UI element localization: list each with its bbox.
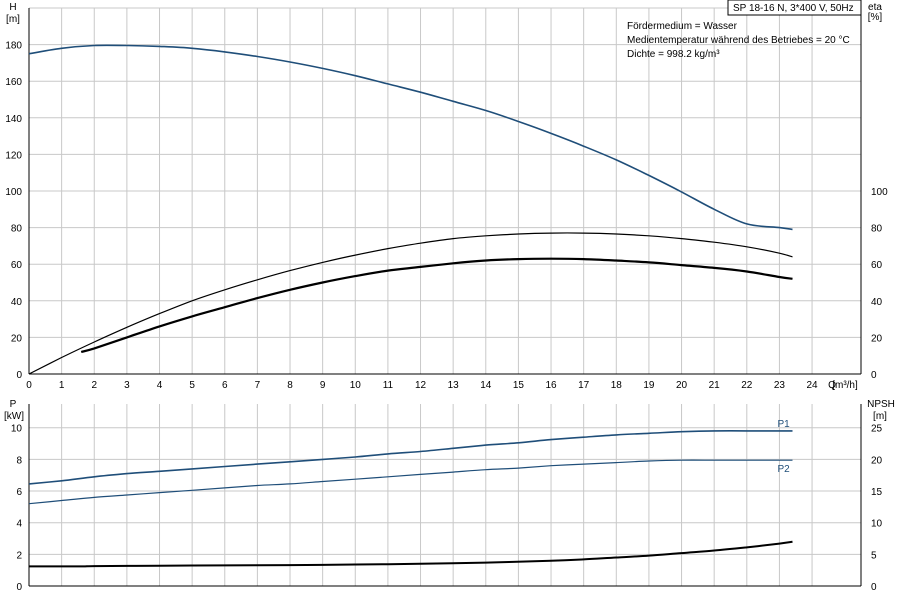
x-tick-label: 23: [774, 380, 786, 391]
x-tick-label: 22: [741, 380, 753, 391]
x-tick-label: 19: [643, 380, 655, 391]
x-tick-label: 10: [350, 380, 362, 391]
x-tick-label: 5: [189, 380, 195, 391]
x-tick-label: 12: [415, 380, 427, 391]
y-axis-unit-head: [m]: [6, 14, 20, 25]
x-tick-label: 8: [287, 380, 293, 391]
x-tick-label: 1: [59, 380, 65, 391]
y-axis-unit-npsh: [m]: [873, 411, 887, 422]
y-tick-label-eta: 100: [871, 187, 888, 198]
y-tick-label-eta: 0: [871, 370, 877, 381]
y-tick-label-head: 140: [5, 114, 22, 125]
y-tick-label-eta: 60: [871, 260, 883, 271]
y-tick-label-npsh: 25: [871, 424, 883, 435]
x-tick-label: 18: [611, 380, 623, 391]
y-tick-label-power: 4: [16, 519, 22, 530]
y-tick-label-head: 160: [5, 77, 22, 88]
y-tick-label-head: 60: [11, 260, 23, 271]
y-tick-label-eta: 40: [871, 297, 883, 308]
x-tick-label: 20: [676, 380, 688, 391]
x-tick-label: 16: [545, 380, 557, 391]
y-tick-label-npsh: 10: [871, 519, 883, 530]
x-tick-label: 24: [806, 380, 818, 391]
y-tick-label-head: 120: [5, 150, 22, 161]
series-label-p2: P2: [777, 464, 790, 475]
y-axis-title-power: P: [10, 399, 17, 410]
x-tick-label: 4: [157, 380, 163, 391]
x-tick-label: 0: [26, 380, 32, 391]
y-tick-label-head: 40: [11, 297, 23, 308]
x-tick-label: 21: [709, 380, 721, 391]
x-tick-label: 17: [578, 380, 590, 391]
y-tick-label-npsh: 15: [871, 487, 883, 498]
upper-grid: [28, 7, 861, 375]
efficiency-curve-2: [80, 257, 793, 354]
lower-series: P1 P2: [28, 419, 793, 568]
y-axis-unit-power: [kW]: [4, 411, 24, 422]
x-tick-label: 2: [91, 380, 97, 391]
y-axis-unit-eta: [%]: [868, 12, 883, 23]
y-tick-label-power: 0: [16, 582, 22, 593]
npsh-curve: [28, 540, 793, 568]
y-tick-label-head: 180: [5, 41, 22, 52]
y-tick-label-head: 80: [11, 224, 23, 235]
x-tick-label: 9: [320, 380, 326, 391]
y-axis-title-npsh: NPSH: [867, 399, 895, 410]
y-axis-title-eta: eta: [868, 2, 882, 13]
title-text: SP 18-16 N, 3*400 V, 50Hz: [733, 3, 854, 14]
y-tick-label-head: 20: [11, 333, 23, 344]
power-p2-curve: [28, 459, 793, 505]
x-tick-label: 6: [222, 380, 228, 391]
info-line-density: Dichte = 998.2 kg/m³: [627, 49, 720, 60]
y-tick-label-power: 10: [11, 424, 23, 435]
y-tick-label-power: 2: [16, 550, 22, 561]
y-tick-label-eta: 80: [871, 224, 883, 235]
lower-axes: 0 2 4 6 8 10 0 5 10 15 20 25 P[kW] NPSH[m]: [4, 399, 895, 593]
x-tick-label: 14: [480, 380, 492, 391]
x-tick-label: 7: [255, 380, 261, 391]
head-curve: [28, 44, 793, 231]
y-tick-label-npsh: 5: [871, 550, 877, 561]
upper-series: [28, 44, 793, 375]
y-axis-title-head: H: [9, 2, 16, 13]
y-tick-label-npsh: 20: [871, 455, 883, 466]
series-label-p1: P1: [777, 419, 790, 430]
x-axis-unit: [m³/h]: [832, 380, 858, 391]
y-tick-label-head: 100: [5, 187, 22, 198]
x-tick-label: 3: [124, 380, 130, 391]
x-tick-label: 15: [513, 380, 525, 391]
info-line-temperature: Medientemperatur während des Betriebes =…: [627, 35, 850, 46]
power-p1-curve: [28, 430, 793, 485]
y-tick-label-npsh: 0: [871, 582, 877, 593]
info-line-medium: Fördermedium = Wasser: [627, 21, 738, 32]
y-tick-label-power: 8: [16, 455, 22, 466]
y-tick-label-head: 0: [16, 370, 22, 381]
title-box: [727, 0, 862, 16]
x-tick-label: 13: [448, 380, 460, 391]
y-tick-label-eta: 20: [871, 333, 883, 344]
upper-axes: 0 1 2 3 4 5 6 7 8 9 10 11 12 13 14 15 16 17 18 19 20 21 22 23 24…: [5, 2, 888, 391]
x-axis-title: Q: [828, 380, 836, 391]
y-tick-label-power: 6: [16, 487, 22, 498]
efficiency-curve: [28, 232, 793, 375]
x-tick-label: 11: [383, 380, 394, 391]
